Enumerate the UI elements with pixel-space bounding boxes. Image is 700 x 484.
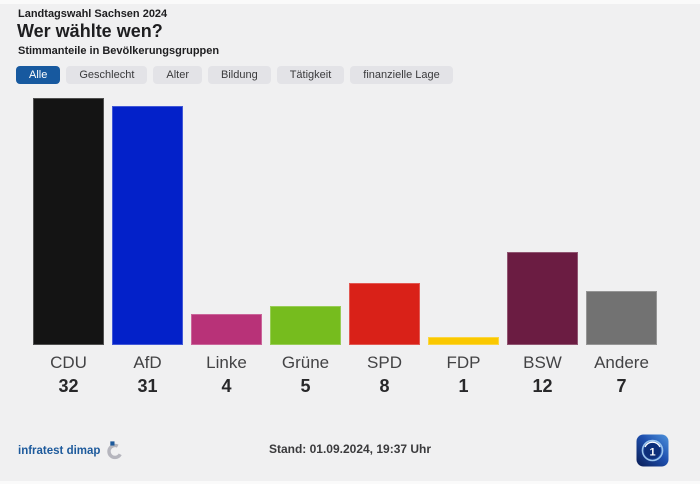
infratest-dimap-ring-icon <box>105 441 124 460</box>
bar-label-fdp: FDP 1 <box>428 353 499 397</box>
tab-alle[interactable]: Alle <box>16 66 61 84</box>
party-value: 31 <box>137 376 158 396</box>
bar-label-afd: AfD 31 <box>112 353 183 397</box>
party-value: 4 <box>221 376 232 396</box>
party-name: FDP <box>446 353 481 372</box>
party-value: 32 <box>58 376 79 396</box>
party-value: 1 <box>458 376 469 396</box>
party-name: SPD <box>367 353 402 372</box>
page-subtitle: Stimmanteile in Bevölkerungsgruppen <box>18 45 220 57</box>
tab-finanzielle-lage[interactable]: finanzielle Lage <box>350 66 453 84</box>
source-attribution: infratest dimap <box>18 441 124 460</box>
tab-bildung[interactable]: Bildung <box>208 66 271 84</box>
footer: infratest dimap Stand: 01.09.2024, 19:37… <box>0 430 700 474</box>
bar-afd <box>112 106 183 345</box>
party-value: 5 <box>300 376 311 396</box>
bar-label-grüne: Grüne 5 <box>270 353 341 397</box>
bar-grüne <box>270 306 341 345</box>
party-value: 7 <box>616 376 627 396</box>
bar-bsw <box>507 252 578 345</box>
tab-bar: Alle Geschlecht Alter Bildung Tätigkeit finan… <box>16 66 453 84</box>
bar-label-linke: Linke 4 <box>191 353 262 397</box>
page-title: Wer wählte wen? <box>17 21 163 41</box>
bar-fdp <box>428 337 499 345</box>
timestamp-label: Stand: 01.09.2024, 19:37 Uhr <box>268 442 432 456</box>
party-name: Grüne <box>281 353 330 372</box>
bar-andere <box>586 291 657 345</box>
bottom-edge-strip <box>0 481 700 484</box>
bar-cdu <box>33 98 104 345</box>
party-value: 8 <box>379 376 390 396</box>
party-name: AfD <box>133 353 162 372</box>
bar-spd <box>349 283 420 345</box>
bar-label-bsw: BSW 12 <box>507 353 578 397</box>
tab-geschlecht[interactable]: Geschlecht <box>66 66 148 84</box>
ard-tagesschau-logo-icon: 1 <box>636 434 669 467</box>
bar-linke <box>191 314 262 345</box>
party-value: 12 <box>532 376 553 396</box>
source-label: infratest dimap <box>18 444 101 457</box>
party-name: BSW <box>523 353 562 372</box>
party-name: Andere <box>594 353 649 372</box>
tab-alter[interactable]: Alter <box>153 66 202 84</box>
bar-label-cdu: CDU 32 <box>33 353 104 397</box>
election-kicker: Landtagswahl Sachsen 2024 <box>18 8 168 20</box>
bar-label-andere: Andere 7 <box>586 353 657 397</box>
svg-text:1: 1 <box>649 447 655 459</box>
tab-tätigkeit[interactable]: Tätigkeit <box>276 66 345 84</box>
party-name: Linke <box>206 353 247 372</box>
bar-label-spd: SPD 8 <box>349 353 420 397</box>
bar-chart-labels: CDU 32 AfD 31 Linke 4 Grüne 5 SPD 8 FDP 1 BSW 12 Ander… <box>33 353 657 397</box>
top-edge-strip <box>0 0 700 4</box>
party-name: CDU <box>50 353 87 372</box>
bar-chart <box>33 98 657 345</box>
